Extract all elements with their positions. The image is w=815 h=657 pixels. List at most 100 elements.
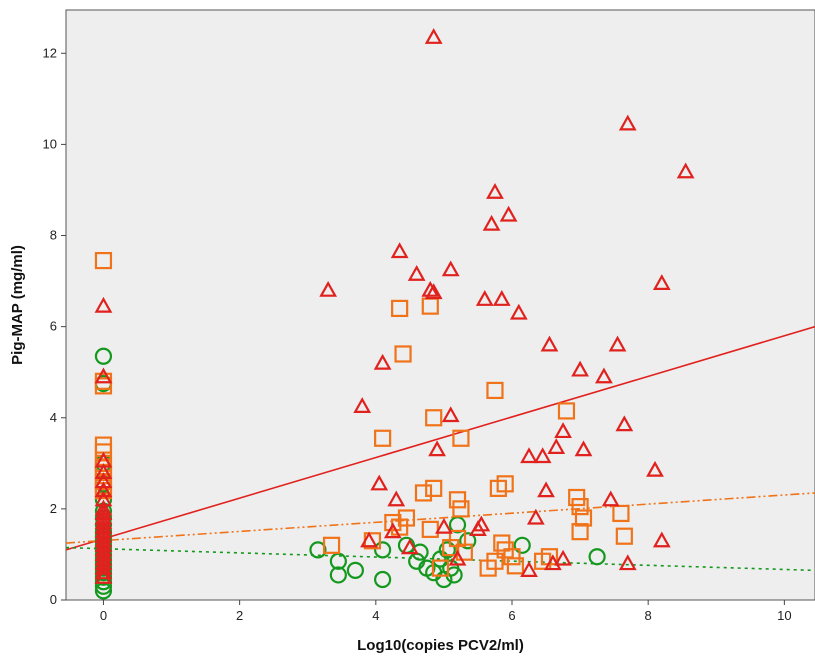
- triangle-point: [676, 162, 695, 179]
- triangle-point: [601, 490, 620, 507]
- circle-point: [374, 541, 392, 559]
- x-tick-label: 4: [372, 608, 379, 623]
- triangle-point: [407, 264, 426, 281]
- square-point: [94, 377, 113, 395]
- triangle-point: [441, 406, 460, 423]
- x-tick-label: 2: [236, 608, 243, 623]
- triangle-point: [499, 205, 518, 222]
- triangle-point: [94, 367, 113, 384]
- triangle-point: [537, 481, 555, 498]
- triangle-point: [608, 335, 627, 352]
- square-point: [503, 548, 521, 566]
- triangle-point: [526, 508, 545, 525]
- fit-line-2: [65, 492, 815, 544]
- triangle-point: [543, 554, 562, 571]
- triangle-point: [520, 561, 538, 577]
- y-axis-title: Pig-MAP (mg/ml): [9, 245, 26, 365]
- triangle-point: [547, 438, 566, 454]
- triangle-point: [94, 296, 113, 313]
- square-point: [322, 536, 341, 554]
- triangle-point: [533, 447, 552, 464]
- triangle-point: [373, 353, 392, 370]
- triangle-point: [595, 367, 613, 384]
- fit-line-3: [65, 546, 815, 572]
- triangle-point: [509, 303, 528, 320]
- y-tick-label: 10: [43, 136, 57, 151]
- triangle-point: [448, 549, 467, 566]
- triangle-point: [646, 460, 664, 477]
- square-point: [425, 479, 443, 497]
- fit-lines: [65, 325, 815, 572]
- square-point: [486, 381, 504, 400]
- square-point: [496, 475, 514, 493]
- triangle-point: [94, 563, 113, 580]
- triangle-point: [520, 447, 538, 464]
- square-point: [414, 484, 433, 502]
- triangle-point: [94, 481, 113, 498]
- triangle-point: [387, 490, 406, 507]
- circle-point: [346, 561, 364, 579]
- square-point: [394, 345, 412, 363]
- y-tick-label: 4: [50, 410, 57, 425]
- triangle-point: [94, 558, 113, 575]
- square-point: [391, 299, 409, 318]
- triangle-point: [540, 335, 559, 352]
- square-point: [574, 509, 593, 527]
- triangle-point: [554, 422, 572, 439]
- triangle-point: [486, 182, 504, 199]
- circle-point: [94, 347, 113, 365]
- circle-point: [374, 570, 392, 589]
- triangle-point: [424, 28, 443, 44]
- triangle-point: [475, 290, 494, 306]
- circle-point: [329, 566, 347, 584]
- triangle-point: [421, 280, 440, 297]
- y-tick-label: 6: [50, 319, 57, 334]
- y-tick-label: 8: [50, 228, 57, 243]
- x-axis-title: Log10(copies PCV2/ml): [357, 637, 524, 654]
- square-point: [94, 251, 113, 270]
- x-tick-label: 6: [508, 608, 515, 623]
- triangle-point: [652, 531, 671, 548]
- y-tick-label: 12: [43, 45, 57, 60]
- square-point: [486, 552, 504, 570]
- circle-point: [442, 559, 460, 577]
- fit-line-1: [65, 325, 815, 551]
- circle-point: [588, 548, 606, 566]
- square-point: [374, 429, 392, 447]
- triangle-point: [618, 114, 637, 131]
- triangle-point: [428, 440, 446, 457]
- triangle-point: [554, 549, 572, 566]
- triangle-point: [482, 214, 501, 231]
- triangle-point: [94, 567, 113, 584]
- plot-area: [65, 9, 815, 601]
- square-point: [452, 500, 470, 518]
- triangle-point: [652, 274, 671, 290]
- y-tick-label: 2: [50, 501, 57, 516]
- square-point: [506, 557, 524, 575]
- square-point: [425, 409, 443, 427]
- y-tick-label: 0: [50, 592, 57, 607]
- triangle-point: [424, 283, 443, 300]
- triangle-point: [441, 260, 460, 277]
- square-point: [571, 498, 589, 516]
- triangle-point: [360, 531, 378, 548]
- triangle-point: [353, 397, 372, 413]
- square-point: [397, 509, 416, 527]
- triangle-point: [383, 522, 402, 539]
- triangle-point: [94, 463, 113, 480]
- square-point: [568, 488, 586, 507]
- triangle-point: [492, 290, 511, 306]
- square-point: [448, 491, 467, 509]
- triangle-point: [618, 554, 637, 571]
- data-markers: [94, 28, 695, 600]
- x-tick-label: 8: [645, 608, 652, 623]
- square-point: [571, 523, 589, 541]
- triangle-point: [574, 440, 593, 457]
- circle-point: [459, 532, 477, 550]
- triangle-point: [435, 517, 453, 534]
- triangle-point: [615, 415, 634, 432]
- square-point: [612, 504, 630, 523]
- square-point: [615, 527, 633, 545]
- circle-point: [513, 536, 531, 554]
- circle-point: [438, 541, 456, 559]
